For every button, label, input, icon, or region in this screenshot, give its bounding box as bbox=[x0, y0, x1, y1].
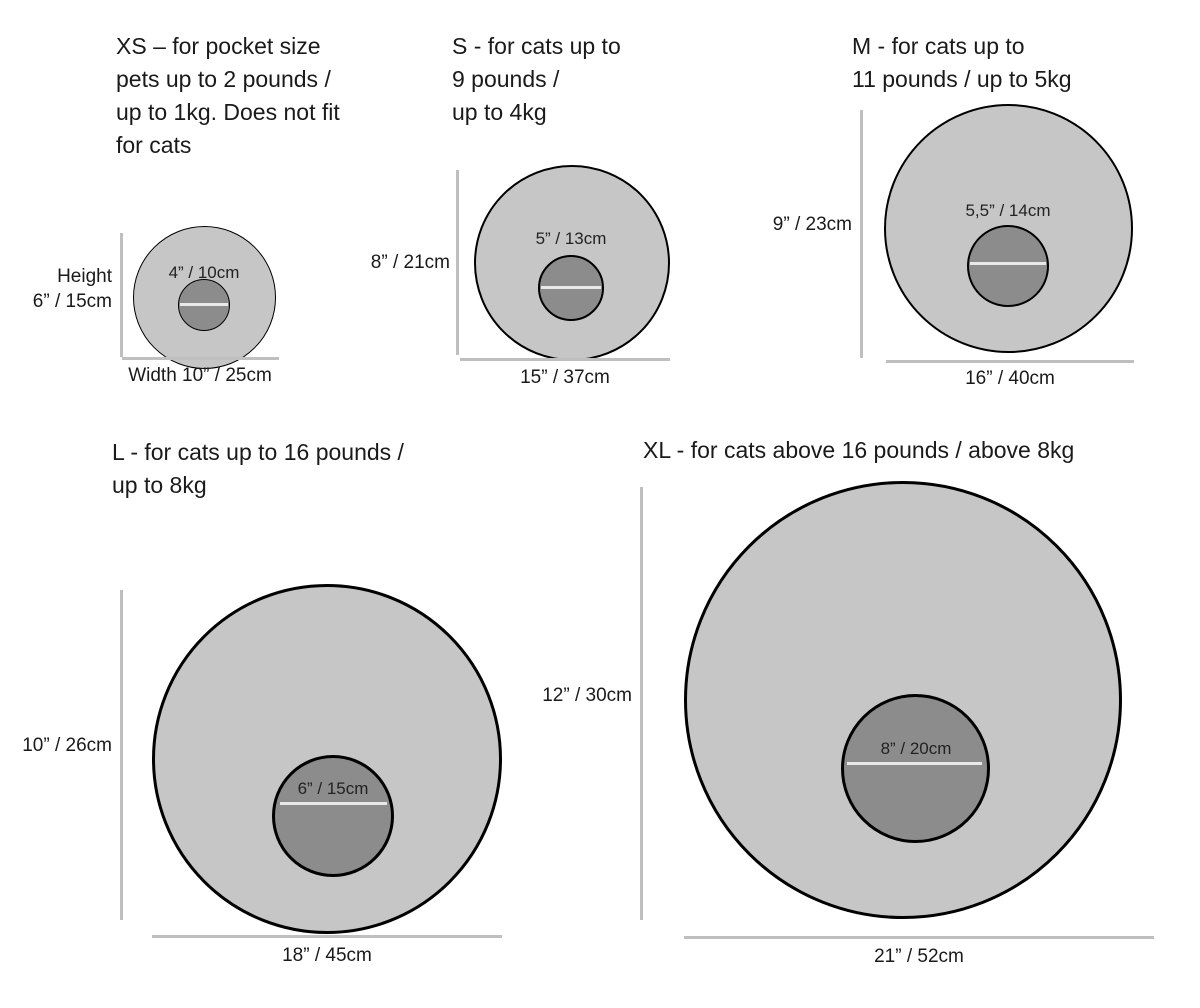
dimension-line-vertical-xl bbox=[640, 487, 643, 920]
inner-circle-l bbox=[272, 755, 394, 877]
inner-dimension-label-xl: 8” / 20cm bbox=[880, 739, 952, 758]
height-label-xs: Height 6” / 15cm bbox=[32, 266, 112, 312]
dimension-line-horizontal-s bbox=[460, 358, 670, 361]
inner-dimension-label-xs: 4” / 10cm bbox=[168, 263, 240, 282]
width-label-m: 16” / 40cm bbox=[965, 368, 1055, 389]
inner-dimension-label-l: 6” / 15cm bbox=[297, 779, 369, 798]
inner-circle-xl bbox=[841, 694, 990, 843]
width-label-xl: 21” / 52cm bbox=[874, 946, 964, 967]
height-label-s: 8” / 21cm bbox=[370, 252, 450, 273]
dimension-line-horizontal-xs bbox=[122, 357, 279, 360]
heading-m: M - for cats up to 11 pounds / up to 5kg bbox=[852, 33, 1072, 92]
dimension-line-horizontal-xl bbox=[684, 936, 1154, 939]
width-label-xs: Width 10” / 25cm bbox=[128, 365, 272, 386]
width-label-l: 18” / 45cm bbox=[282, 945, 372, 966]
dimension-line-horizontal-l bbox=[152, 935, 502, 938]
inner-dimension-label-s: 5” / 13cm bbox=[535, 229, 607, 248]
height-label-m: 9” / 23cm bbox=[772, 214, 852, 235]
inner-circle-m bbox=[967, 225, 1049, 307]
inner-dimension-label-m: 5,5” / 14cm bbox=[965, 201, 1051, 220]
width-label-s: 15” / 37cm bbox=[520, 367, 610, 388]
heading-xl: XL - for cats above 16 pounds / above 8k… bbox=[643, 437, 1075, 463]
heading-l: L - for cats up to 16 pounds / up to 8kg bbox=[112, 439, 404, 498]
inner-divider-line-s bbox=[541, 286, 601, 289]
height-label-xl: 12” / 30cm bbox=[542, 685, 632, 706]
heading-xs: XS – for pocket size pets up to 2 pounds… bbox=[116, 33, 340, 158]
dimension-line-vertical-l bbox=[120, 590, 123, 920]
inner-divider-line-l bbox=[280, 802, 387, 805]
inner-divider-line-m bbox=[970, 262, 1046, 265]
dimension-line-vertical-s bbox=[456, 170, 459, 355]
inner-divider-line-xs bbox=[180, 303, 228, 306]
height-label-l: 10” / 26cm bbox=[22, 735, 112, 756]
heading-s: S - for cats up to 9 pounds / up to 4kg bbox=[452, 33, 621, 125]
dimension-line-vertical-m bbox=[860, 110, 863, 358]
dimension-line-vertical-xs bbox=[120, 233, 123, 357]
dimension-line-horizontal-m bbox=[886, 360, 1134, 363]
inner-divider-line-xl bbox=[847, 762, 982, 765]
